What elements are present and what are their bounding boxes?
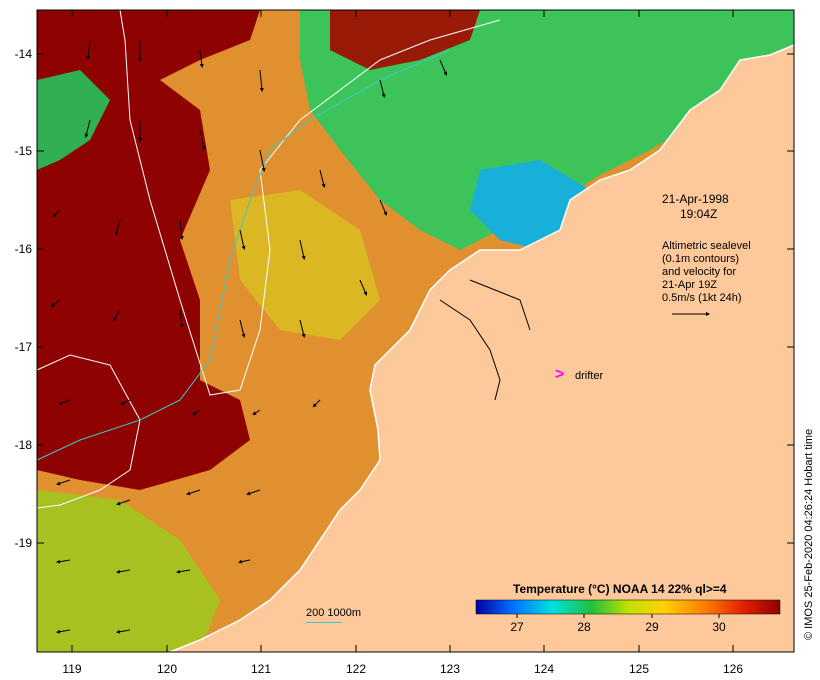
desc-line: and velocity for	[662, 266, 736, 278]
map-frame	[36, 9, 795, 653]
velocity-arrows	[50, 39, 448, 634]
drifter-marker-icon: >	[555, 366, 565, 383]
colorbar-tick-label: 28	[577, 620, 591, 634]
lat-tick-label: -14	[14, 47, 32, 61]
lon-tick-label: 123	[439, 662, 461, 676]
colorbar-title: Temperature (°C) NOAA 14 22% ql>=4	[513, 582, 727, 596]
desc-line: (0.1m contours)	[662, 253, 740, 265]
lat-tick-label: -15	[14, 144, 32, 158]
lon-tick-label: 122	[345, 662, 367, 676]
altimetry-description: Altimetric sealevel (0.1m contours) and …	[662, 240, 751, 305]
green-strip-southwest	[37, 490, 220, 652]
green-strip-west	[37, 70, 110, 170]
sealevel-contour-south	[36, 354, 141, 509]
hot-water-patch-north	[330, 10, 480, 70]
bathymetry-contour	[36, 49, 451, 461]
lat-tick-label: -18	[14, 438, 32, 452]
lon-tick-label: 119	[62, 662, 82, 676]
shoreline	[169, 44, 795, 653]
sealevel-contour	[119, 9, 501, 396]
frame-ticks	[37, 10, 794, 652]
desc-line: Altimetric sealevel	[662, 240, 751, 252]
drifter-label: drifter	[575, 370, 604, 382]
cool-water-patch	[470, 160, 590, 250]
colorbar-ticks	[516, 614, 720, 618]
desc-line: 0.5m/s (1kt 24h)	[662, 292, 742, 304]
lat-tick-label: -17	[14, 340, 32, 354]
lon-tick-label: 125	[628, 662, 650, 676]
colorbar-tick-label: 29	[645, 620, 659, 634]
credit-text: © IMOS 25-Feb-2020 04:26:24 Hobart time	[803, 428, 815, 640]
lat-tick-label: -19	[14, 536, 32, 550]
lon-tick-label: 120	[156, 662, 178, 676]
lon-tick-label: 124	[533, 662, 555, 676]
lon-tick-label: 121	[250, 662, 272, 676]
cool-water-zone	[300, 10, 794, 250]
colorbar-tick-label: 30	[712, 620, 726, 634]
colorbar-tick-label: 27	[510, 620, 524, 634]
contour-legend-label: 200 1000m	[306, 607, 362, 619]
lon-tick-label: 126	[722, 662, 744, 676]
observation-date: 21-Apr-1998	[662, 192, 729, 206]
lat-tick-label: -16	[14, 242, 32, 256]
desc-line: 21-Apr 19Z	[662, 279, 718, 291]
observation-datetime: 21-Apr-1998 19:04Z	[662, 192, 729, 222]
contour-legend-swatch	[306, 622, 342, 623]
land-mass	[170, 45, 794, 652]
colorbar	[475, 599, 781, 615]
bay-shoreline	[439, 279, 531, 401]
observation-time: 19:04Z	[680, 207, 718, 221]
